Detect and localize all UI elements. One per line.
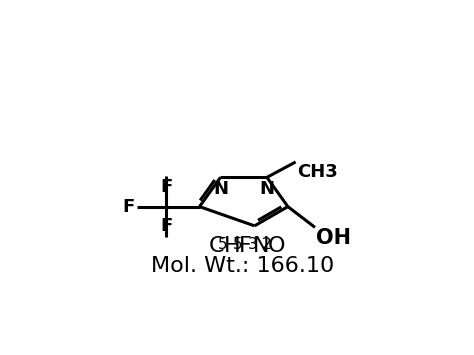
- Text: H: H: [224, 236, 240, 256]
- Text: Mol. Wt.: 166.10: Mol. Wt.: 166.10: [151, 256, 335, 276]
- Text: O: O: [268, 236, 285, 256]
- Text: 5: 5: [233, 237, 242, 252]
- Text: 3: 3: [247, 237, 257, 252]
- Text: N: N: [259, 180, 274, 198]
- Text: F: F: [160, 178, 173, 196]
- Text: F: F: [122, 198, 135, 215]
- Text: F: F: [160, 217, 173, 235]
- Text: 5: 5: [218, 237, 228, 252]
- Text: N: N: [253, 236, 270, 256]
- Text: F: F: [238, 236, 251, 256]
- Text: N: N: [213, 180, 228, 198]
- Text: C: C: [209, 236, 225, 256]
- Text: 2: 2: [262, 237, 272, 252]
- Text: OH: OH: [316, 228, 351, 248]
- Text: CH3: CH3: [297, 163, 338, 181]
